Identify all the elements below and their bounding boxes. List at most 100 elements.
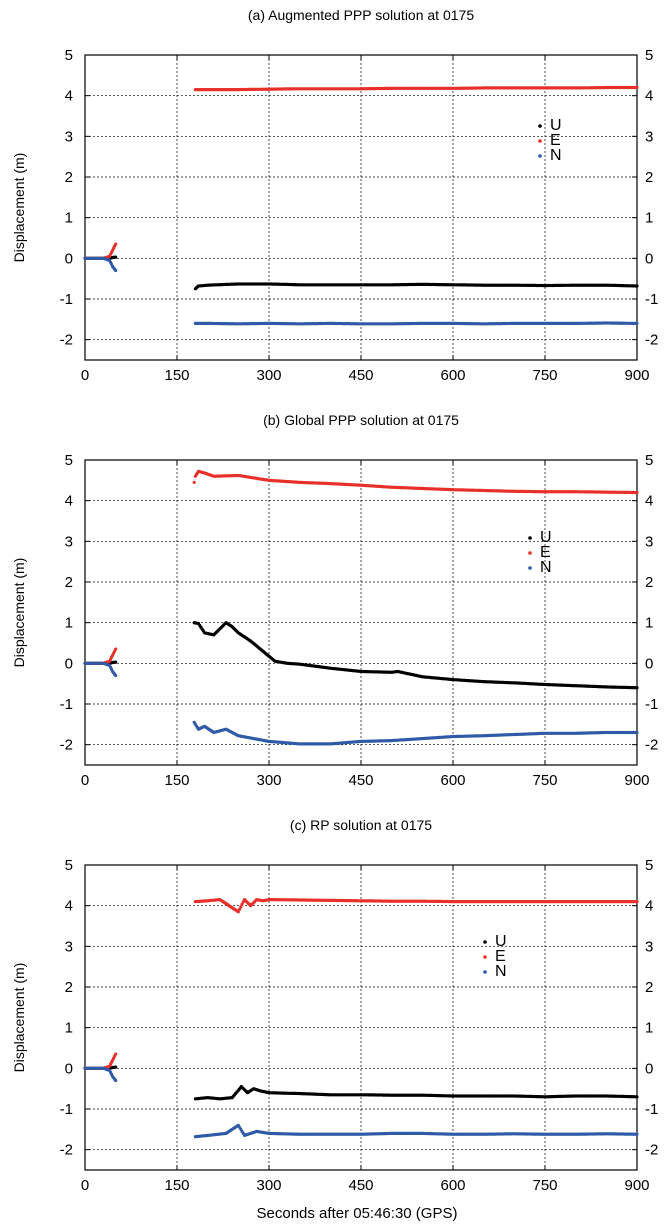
x-tick-label: 900	[624, 367, 649, 384]
y-tick-label: 2	[65, 574, 73, 591]
x-tick-label: 300	[256, 1177, 281, 1194]
y-tick-label: 0	[65, 250, 73, 267]
data-point-E	[635, 85, 639, 90]
series-N	[83, 661, 639, 746]
y-tick-label-right: -2	[645, 737, 658, 754]
legend-marker-E	[528, 551, 532, 555]
legend-marker-N	[483, 970, 487, 974]
data-point-N	[114, 268, 118, 273]
data-point-E	[635, 490, 639, 495]
y-tick-label-right: -2	[645, 332, 658, 349]
x-tick-label: 150	[164, 367, 189, 384]
legend-label-U: U	[495, 933, 507, 950]
data-point-U	[114, 1065, 118, 1069]
y-tick-label-right: 1	[645, 210, 653, 227]
y-tick-label: 2	[65, 169, 73, 186]
y-tick-label-right: 4	[645, 898, 653, 915]
y-axis-label: Displacement (m)	[11, 963, 27, 1073]
x-tick-label: 0	[81, 1177, 89, 1194]
x-tick-label: 150	[164, 1177, 189, 1194]
data-point-N	[114, 1078, 118, 1083]
x-tick-label: 600	[440, 1177, 465, 1194]
y-tick-label: 2	[65, 979, 73, 996]
x-tick-label: 450	[348, 772, 373, 789]
x-axis-label: Seconds after 05:46:30 (GPS)	[257, 1205, 458, 1222]
legend-label-E: E	[550, 132, 561, 149]
legend-marker-N	[538, 154, 542, 158]
y-tick-label: -2	[60, 737, 73, 754]
data-point-E	[240, 902, 244, 907]
y-tick-label-right: 5	[645, 452, 653, 469]
y-tick-label: -2	[60, 332, 73, 349]
series-N	[83, 256, 639, 326]
x-tick-label: 750	[532, 772, 557, 789]
legend-marker-E	[538, 139, 542, 143]
y-tick-label: 1	[65, 615, 73, 632]
y-tick-label-right: 5	[645, 857, 653, 874]
series-N	[83, 1066, 639, 1139]
y-tick-label-right: -1	[645, 291, 658, 308]
y-tick-label-right: 4	[645, 88, 653, 105]
data-point-E	[238, 907, 242, 911]
legend-label-U: U	[540, 529, 552, 546]
y-tick-label: 1	[65, 210, 73, 227]
y-tick-label: 4	[65, 88, 73, 105]
x-tick-label: 600	[440, 367, 465, 384]
chart-title: (a) Augmented PPP solution at 0175	[248, 7, 474, 23]
series-U	[83, 255, 639, 291]
chart-title: (b) Global PPP solution at 0175	[263, 412, 459, 428]
legend-label-N: N	[540, 559, 552, 576]
x-tick-label: 450	[348, 367, 373, 384]
x-tick-label: 300	[256, 772, 281, 789]
data-point-U	[635, 1095, 639, 1099]
legend-label-E: E	[540, 544, 551, 561]
y-tick-label: 3	[65, 128, 73, 145]
y-tick-label-right: 1	[645, 615, 653, 632]
y-tick-label-right: 0	[645, 1060, 653, 1077]
x-tick-label: 900	[624, 772, 649, 789]
legend-label-N: N	[550, 147, 562, 164]
legend-marker-U	[483, 940, 487, 944]
y-tick-label-right: 2	[645, 169, 653, 186]
series-E	[83, 469, 639, 665]
data-point-U	[114, 660, 118, 664]
legend-label-N: N	[495, 963, 507, 980]
data-point-E	[635, 900, 639, 904]
legend-label-E: E	[495, 948, 506, 965]
legend-marker-N	[528, 566, 532, 570]
y-tick-label: 3	[65, 938, 73, 955]
x-tick-label: 450	[348, 1177, 373, 1194]
y-tick-label-right: -2	[645, 1142, 658, 1159]
data-point-U	[114, 255, 118, 259]
x-tick-label: 600	[440, 772, 465, 789]
y-tick-label-right: 5	[645, 47, 653, 64]
legend-marker-E	[483, 955, 487, 959]
x-tick-label: 750	[532, 1177, 557, 1194]
legend-label-U: U	[550, 117, 562, 134]
x-tick-label: 0	[81, 772, 89, 789]
x-tick-label: 900	[624, 1177, 649, 1194]
data-point-E	[192, 480, 196, 484]
data-point-N	[635, 1132, 639, 1136]
data-point-N	[635, 321, 639, 325]
x-tick-label: 0	[81, 367, 89, 384]
series-U	[83, 621, 639, 690]
y-tick-label-right: 0	[645, 250, 653, 267]
chart-title: (c) RP solution at 0175	[290, 817, 432, 833]
y-tick-label-right: 4	[645, 493, 653, 510]
x-tick-label: 300	[256, 367, 281, 384]
data-point-E	[114, 1052, 118, 1056]
y-tick-label: 4	[65, 898, 73, 915]
y-tick-label-right: 2	[645, 979, 653, 996]
y-tick-label-right: 2	[645, 574, 653, 591]
y-axis-label: Displacement (m)	[11, 558, 27, 668]
x-tick-label: 150	[164, 772, 189, 789]
y-tick-label: 4	[65, 493, 73, 510]
y-tick-label: 3	[65, 533, 73, 550]
y-tick-label-right: 3	[645, 533, 653, 550]
data-point-E	[114, 647, 118, 651]
y-tick-label-right: -1	[645, 1101, 658, 1118]
